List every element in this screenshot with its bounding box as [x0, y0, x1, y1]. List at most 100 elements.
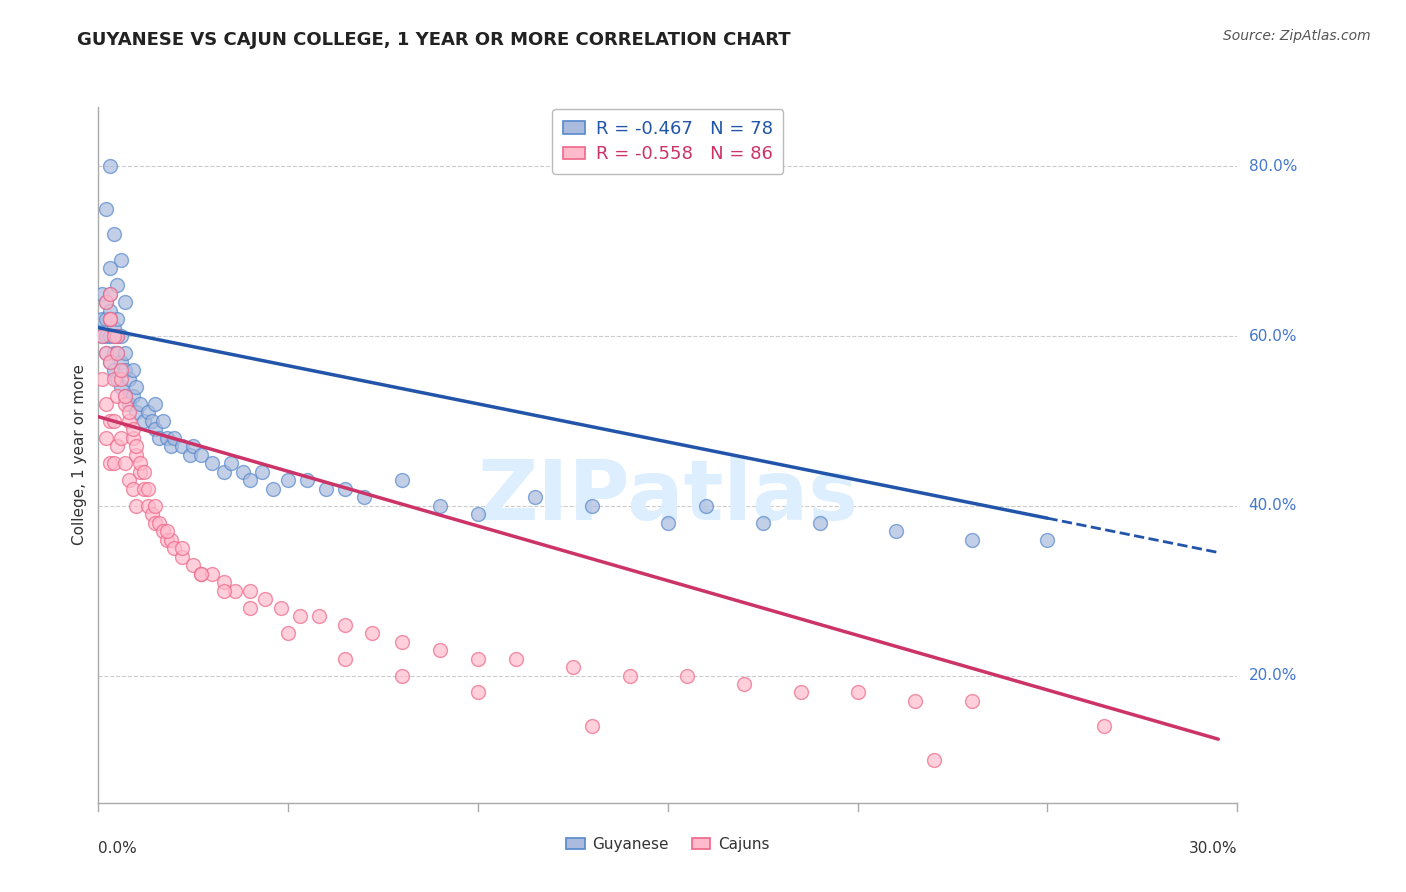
Point — [114, 346, 136, 360]
Point — [148, 431, 170, 445]
Point — [581, 499, 603, 513]
Point — [94, 329, 117, 343]
Point — [152, 524, 174, 539]
Text: ZIPatlas: ZIPatlas — [478, 456, 858, 537]
Point — [156, 533, 179, 547]
Point — [250, 465, 273, 479]
Point — [695, 499, 717, 513]
Text: 30.0%: 30.0% — [1189, 841, 1237, 856]
Point — [429, 499, 451, 513]
Point — [110, 371, 132, 385]
Point — [107, 312, 129, 326]
Point — [110, 380, 132, 394]
Point — [254, 592, 277, 607]
Legend: Guyanese, Cajuns: Guyanese, Cajuns — [561, 830, 775, 858]
Point — [201, 566, 224, 581]
Point — [98, 286, 121, 301]
Text: Source: ZipAtlas.com: Source: ZipAtlas.com — [1223, 29, 1371, 43]
Text: 0.0%: 0.0% — [98, 841, 138, 856]
Point — [107, 346, 129, 360]
Point — [163, 541, 186, 556]
Point — [159, 533, 181, 547]
Point — [391, 474, 413, 488]
Text: 80.0%: 80.0% — [1249, 159, 1298, 174]
Point — [132, 414, 155, 428]
Point — [156, 524, 179, 539]
Point — [183, 558, 205, 573]
Point — [136, 499, 159, 513]
Point — [103, 329, 125, 343]
Point — [121, 482, 143, 496]
Point — [129, 397, 152, 411]
Point — [145, 516, 167, 530]
Point — [98, 312, 121, 326]
Point — [179, 448, 201, 462]
Point — [118, 405, 141, 419]
Point — [136, 405, 159, 419]
Point — [288, 609, 311, 624]
Point — [335, 482, 357, 496]
Point — [904, 694, 927, 708]
Text: GUYANESE VS CAJUN COLLEGE, 1 YEAR OR MORE CORRELATION CHART: GUYANESE VS CAJUN COLLEGE, 1 YEAR OR MOR… — [77, 31, 792, 49]
Point — [98, 303, 121, 318]
Point — [201, 457, 224, 471]
Point — [110, 354, 132, 368]
Point — [98, 261, 121, 276]
Text: 60.0%: 60.0% — [1249, 328, 1298, 343]
Point — [335, 651, 357, 665]
Point — [159, 439, 181, 453]
Point — [170, 439, 193, 453]
Point — [129, 465, 152, 479]
Point — [114, 295, 136, 310]
Point — [270, 600, 292, 615]
Point — [277, 474, 299, 488]
Point — [94, 431, 117, 445]
Point — [121, 363, 143, 377]
Point — [121, 422, 143, 436]
Point — [103, 329, 125, 343]
Point — [114, 397, 136, 411]
Point — [118, 414, 141, 428]
Text: 20.0%: 20.0% — [1249, 668, 1298, 683]
Point — [467, 685, 489, 699]
Point — [91, 329, 114, 343]
Point — [110, 431, 132, 445]
Point — [145, 422, 167, 436]
Point — [125, 405, 148, 419]
Point — [190, 448, 212, 462]
Point — [524, 491, 547, 505]
Point — [163, 431, 186, 445]
Point — [141, 414, 163, 428]
Point — [118, 397, 141, 411]
Point — [190, 566, 212, 581]
Point — [91, 371, 114, 385]
Point — [884, 524, 907, 539]
Point — [103, 346, 125, 360]
Point — [91, 329, 114, 343]
Point — [619, 668, 641, 682]
Point — [846, 685, 869, 699]
Point — [148, 516, 170, 530]
Point — [156, 431, 179, 445]
Point — [107, 439, 129, 453]
Point — [98, 329, 121, 343]
Point — [353, 491, 375, 505]
Point — [94, 397, 117, 411]
Point — [98, 457, 121, 471]
Point — [790, 685, 813, 699]
Point — [308, 609, 330, 624]
Point — [118, 371, 141, 385]
Point — [190, 566, 212, 581]
Point — [239, 583, 262, 598]
Point — [121, 431, 143, 445]
Point — [114, 388, 136, 402]
Point — [391, 634, 413, 648]
Point — [114, 363, 136, 377]
Point — [98, 160, 121, 174]
Point — [145, 499, 167, 513]
Point — [733, 677, 755, 691]
Point — [581, 719, 603, 733]
Point — [170, 541, 193, 556]
Point — [94, 346, 117, 360]
Point — [98, 354, 121, 368]
